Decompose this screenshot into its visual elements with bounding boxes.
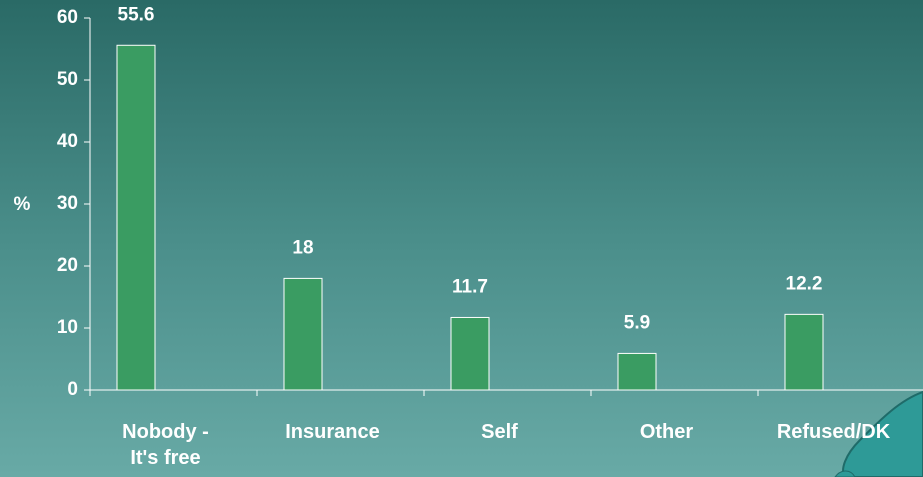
bar (785, 314, 823, 390)
bar (451, 317, 489, 390)
y-axis-label: % (14, 194, 31, 215)
value-label: 55.6 (118, 4, 155, 25)
x-tick-label-text: Self (481, 419, 518, 445)
x-tick-label-text: Nobody - It's free (108, 419, 224, 471)
bar (618, 353, 656, 390)
x-tick-label-text: Refused/DK (777, 419, 890, 445)
y-tick-label: 60 (57, 7, 78, 28)
value-label: 18 (292, 237, 313, 258)
chart: % 0 10 20 30 40 50 60 55.6 18 11.7 5.9 12.2 (0, 0, 923, 477)
bar (284, 278, 322, 390)
bar (117, 45, 155, 390)
y-tick-label: 40 (57, 131, 78, 152)
y-tick-label: 30 (57, 193, 78, 214)
x-tick-label-text: Insurance (285, 419, 379, 445)
y-tick-label: 50 (57, 69, 78, 90)
y-tick-label: 20 (57, 255, 78, 276)
page: {"chart_data": {"type": "bar", "y_label"… (0, 0, 923, 477)
value-label: 12.2 (786, 273, 823, 294)
y-tick-label: 0 (67, 379, 78, 400)
value-label: 5.9 (624, 312, 650, 333)
y-tick-label: 10 (57, 317, 78, 338)
x-tick-label-text: Other (640, 419, 693, 445)
value-label: 11.7 (452, 276, 488, 297)
x-tick-label: Refused/DK (734, 419, 923, 445)
